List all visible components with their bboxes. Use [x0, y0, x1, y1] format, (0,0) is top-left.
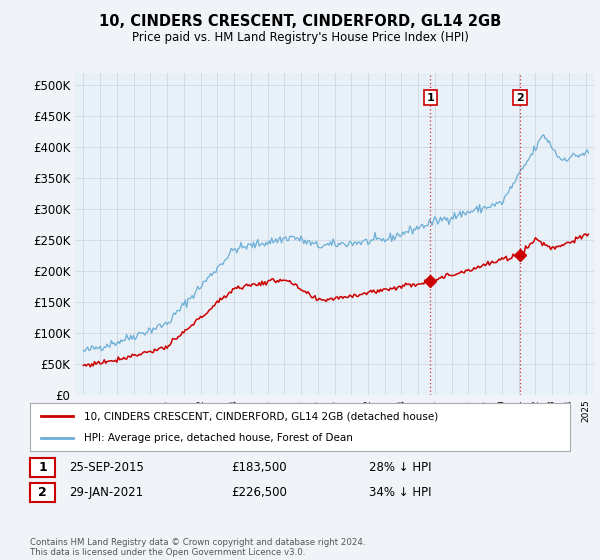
Text: 29-JAN-2021: 29-JAN-2021	[69, 486, 143, 500]
Text: 2: 2	[38, 486, 47, 500]
Text: £226,500: £226,500	[231, 486, 287, 500]
Text: HPI: Average price, detached house, Forest of Dean: HPI: Average price, detached house, Fore…	[84, 433, 353, 443]
Text: 28% ↓ HPI: 28% ↓ HPI	[369, 461, 431, 474]
Text: 2: 2	[516, 92, 524, 102]
Text: 10, CINDERS CRESCENT, CINDERFORD, GL14 2GB (detached house): 10, CINDERS CRESCENT, CINDERFORD, GL14 2…	[84, 411, 438, 421]
Text: 10, CINDERS CRESCENT, CINDERFORD, GL14 2GB: 10, CINDERS CRESCENT, CINDERFORD, GL14 2…	[99, 14, 501, 29]
Text: 34% ↓ HPI: 34% ↓ HPI	[369, 486, 431, 500]
Text: Contains HM Land Registry data © Crown copyright and database right 2024.
This d: Contains HM Land Registry data © Crown c…	[30, 538, 365, 557]
Text: 1: 1	[38, 461, 47, 474]
Text: Price paid vs. HM Land Registry's House Price Index (HPI): Price paid vs. HM Land Registry's House …	[131, 31, 469, 44]
Text: £183,500: £183,500	[231, 461, 287, 474]
Text: 25-SEP-2015: 25-SEP-2015	[69, 461, 144, 474]
Text: 1: 1	[427, 92, 434, 102]
